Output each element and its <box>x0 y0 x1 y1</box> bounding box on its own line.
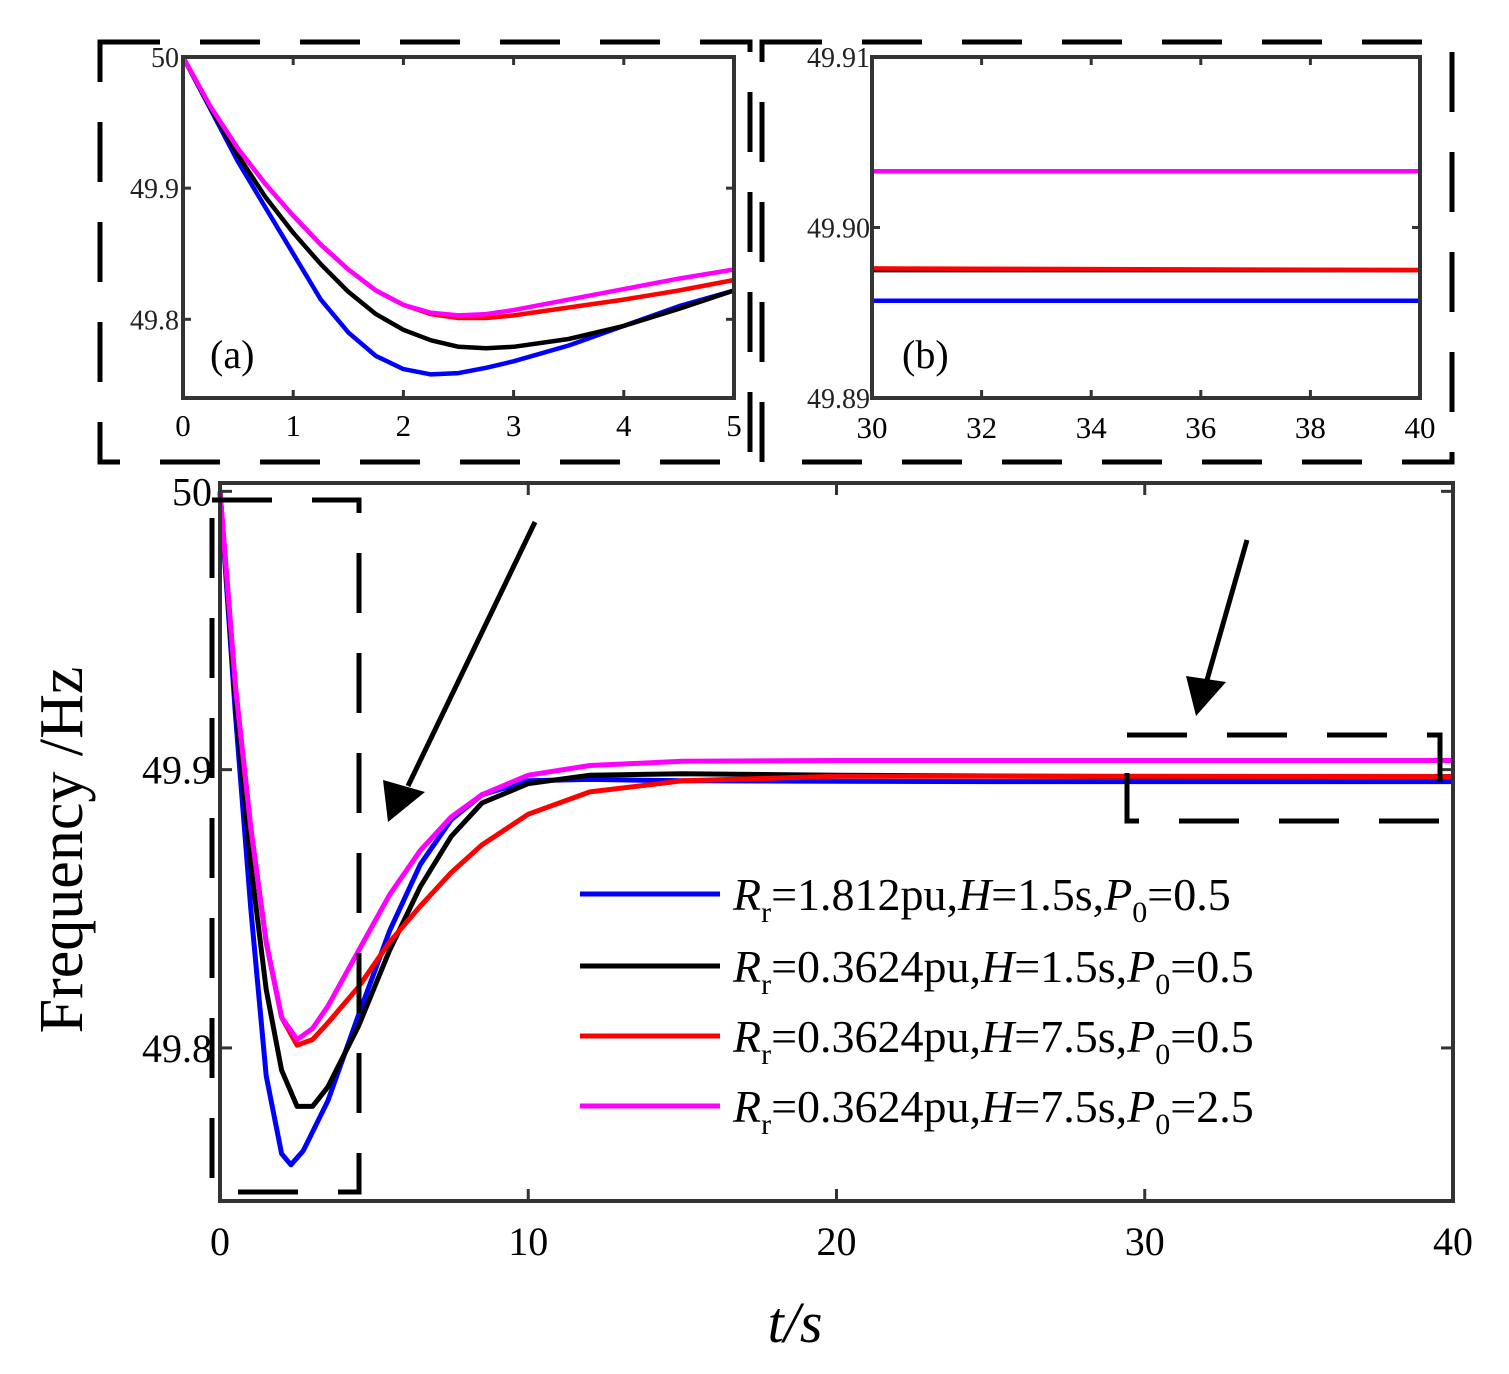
inset-a-xtick-label: 5 <box>726 408 742 443</box>
main-xtick-label: 20 <box>817 1219 857 1264</box>
main-series <box>217 491 1454 1168</box>
zoom-box-a <box>209 497 362 1195</box>
inset-a-line-blue <box>181 55 735 377</box>
inset-b-xtick-label: 30 <box>857 410 888 445</box>
inset-b-xtick-label: 32 <box>966 410 997 445</box>
main-ytick-label: 49.8 <box>142 1026 212 1071</box>
inset-b-ytick-label: 49.90 <box>807 214 870 245</box>
zoom-box-b <box>1124 732 1443 824</box>
inset-b-dashed-frame <box>759 39 1455 465</box>
inset-b-ytick-label: 49.89 <box>807 384 870 415</box>
y-axis-label: Frequency /Hz <box>28 667 96 1034</box>
main-xtick-label: 0 <box>210 1219 230 1264</box>
main-ticks: 0 10 20 30 40 49.8 49.9 50 <box>142 469 1473 1264</box>
inset-a-xtick-label: 0 <box>175 408 191 443</box>
legend-label-magenta: Rr=0.3624pu,H=7.5s,P0=2.5 <box>732 1081 1254 1141</box>
main-axes-box <box>218 481 1455 1203</box>
legend-label-black: Rr=0.3624pu,H=1.5s,P0=0.5 <box>732 941 1254 1001</box>
main-xtick-label: 40 <box>1433 1219 1473 1264</box>
inset-a-ytick-label: 50 <box>151 43 179 74</box>
inset-a-dashed-frame <box>97 39 753 465</box>
inset-b-line-red <box>871 266 1421 273</box>
inset-a-line-black <box>181 55 735 351</box>
inset-b: 30 32 34 36 38 40 49.89 49.90 49.91 (b) <box>759 39 1455 465</box>
inset-a-axes-box <box>181 55 736 400</box>
legend: Rr=1.812pu,H=1.5s,P0=0.5 Rr=0.3624pu,H=1.… <box>580 869 1254 1141</box>
main-ytick-label: 49.9 <box>142 748 212 793</box>
inset-b-ticks: 30 32 34 36 38 40 49.89 49.90 49.91 <box>807 43 1436 445</box>
main-xtick-label: 10 <box>508 1219 548 1264</box>
inset-b-series <box>871 168 1421 304</box>
inset-a-xtick-label: 3 <box>506 408 522 443</box>
main-line-blue <box>217 491 1453 1168</box>
x-axis-label: t/s <box>768 1290 823 1355</box>
inset-a-series <box>181 55 735 377</box>
legend-label-blue: Rr=1.812pu,H=1.5s,P0=0.5 <box>732 869 1231 929</box>
inset-b-panel-label: (b) <box>902 332 949 377</box>
inset-a-xtick-label: 2 <box>396 408 412 443</box>
inset-b-xtick-label: 36 <box>1185 410 1216 445</box>
legend-label-red: Rr=0.3624pu,H=7.5s,P0=0.5 <box>732 1011 1254 1071</box>
inset-a: 0 1 2 3 4 5 49.8 49.9 50 (a) <box>97 39 753 465</box>
inset-b-ytick-label: 49.91 <box>807 43 870 74</box>
arrow-to-inset-a <box>383 520 538 822</box>
inset-a-xtick-label: 4 <box>616 408 632 443</box>
inset-b-xtick-label: 34 <box>1076 410 1108 445</box>
inset-b-xtick-label: 40 <box>1405 410 1436 445</box>
main-line-magenta <box>217 491 1453 1043</box>
inset-a-ytick-label: 49.9 <box>130 174 179 205</box>
inset-b-xtick-label: 38 <box>1295 410 1326 445</box>
inset-a-xtick-label: 1 <box>285 408 301 443</box>
inset-a-line-magenta <box>181 55 735 318</box>
inset-a-ticks: 0 1 2 3 4 5 49.8 49.9 50 <box>130 43 742 443</box>
main-xtick-label: 30 <box>1125 1219 1165 1264</box>
main-ytick-label: 50 <box>172 469 212 514</box>
inset-a-panel-label: (a) <box>210 332 254 377</box>
arrow-to-inset-b <box>1186 539 1250 716</box>
inset-b-axes-box <box>870 55 1422 400</box>
main-plot: 0 10 20 30 40 49.8 49.9 50 Rr=1.812pu,H=1.5s,P0… <box>28 469 1473 1355</box>
inset-a-ytick-label: 49.8 <box>130 305 179 336</box>
